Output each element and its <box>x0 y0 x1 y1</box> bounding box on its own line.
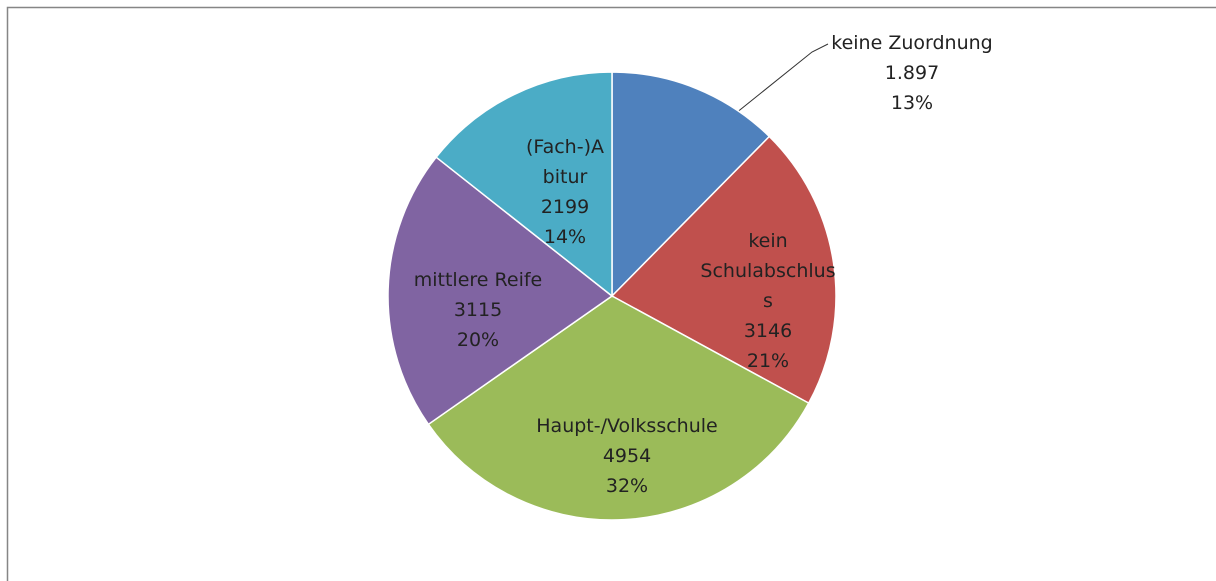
slice-label: keine Zuordnung 1.897 13% <box>812 28 1012 118</box>
percent-label: 21% <box>746 350 790 372</box>
value-label: 3146 <box>743 320 793 342</box>
pie-slice <box>610 135 837 405</box>
slice-label: kein Schulabschluss 3146 21% <box>698 226 838 376</box>
percent-label: 32% <box>605 475 649 497</box>
percent-label: 20% <box>456 329 500 351</box>
percent-label: 13% <box>890 92 934 114</box>
pie-slice <box>387 156 614 426</box>
pie-slice <box>611 71 771 298</box>
category-label: mittlere Reife <box>413 269 543 291</box>
category-label: keine Zuordnung <box>831 32 993 54</box>
category-label: Haupt-/Volksschule <box>536 415 718 437</box>
value-label: 4954 <box>602 445 652 467</box>
value-label: 3115 <box>453 299 503 321</box>
pie-slice <box>435 71 613 298</box>
value-label: 1.897 <box>884 62 940 84</box>
pie-slice <box>427 295 810 521</box>
category-label: kein Schulabschluss <box>700 230 836 312</box>
category-label: (Fach-)Abitur <box>526 136 604 188</box>
percent-label: 14% <box>543 226 587 248</box>
slice-label: (Fach-)Abitur 2199 14% <box>525 132 605 252</box>
slice-label: Haupt-/Volksschule 4954 32% <box>497 411 757 501</box>
value-label: 2199 <box>540 196 590 218</box>
slice-label: mittlere Reife 3115 20% <box>378 265 578 355</box>
